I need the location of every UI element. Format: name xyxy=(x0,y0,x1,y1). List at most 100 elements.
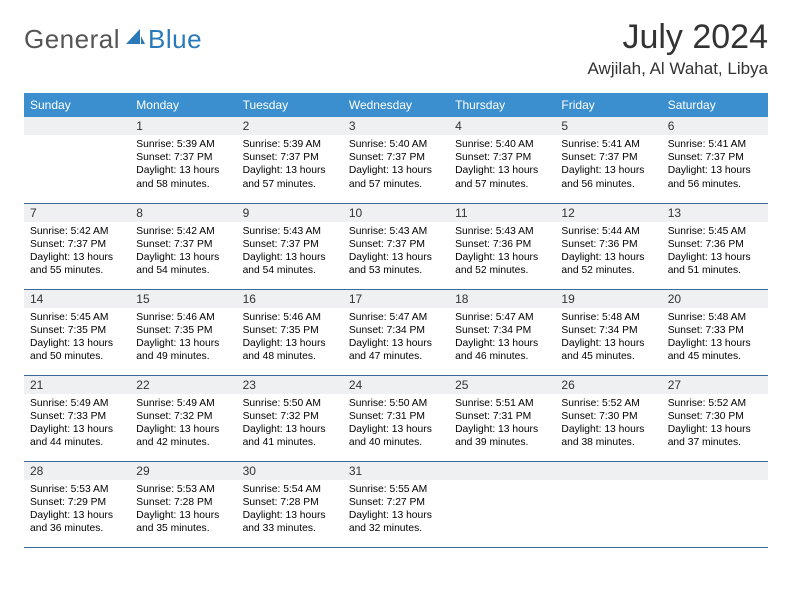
sunset-line: Sunset: 7:32 PM xyxy=(136,410,230,423)
daylight-line: Daylight: 13 hours and 57 minutes. xyxy=(243,164,337,190)
day-number: 18 xyxy=(449,290,555,308)
day-number xyxy=(24,117,130,135)
day-content: Sunrise: 5:40 AMSunset: 7:37 PMDaylight:… xyxy=(343,135,449,195)
calendar-week-row: 21Sunrise: 5:49 AMSunset: 7:33 PMDayligh… xyxy=(24,375,768,461)
sunrise-line: Sunrise: 5:42 AM xyxy=(30,225,124,238)
day-content: Sunrise: 5:39 AMSunset: 7:37 PMDaylight:… xyxy=(237,135,343,195)
logo-text-blue: Blue xyxy=(148,24,202,55)
day-number: 15 xyxy=(130,290,236,308)
calendar-day-cell: 15Sunrise: 5:46 AMSunset: 7:35 PMDayligh… xyxy=(130,289,236,375)
calendar-day-cell: 8Sunrise: 5:42 AMSunset: 7:37 PMDaylight… xyxy=(130,203,236,289)
daylight-line: Daylight: 13 hours and 47 minutes. xyxy=(349,337,443,363)
sunset-line: Sunset: 7:37 PM xyxy=(561,151,655,164)
day-number: 10 xyxy=(343,204,449,222)
calendar-body: 1Sunrise: 5:39 AMSunset: 7:37 PMDaylight… xyxy=(24,117,768,547)
day-number: 11 xyxy=(449,204,555,222)
sunset-line: Sunset: 7:35 PM xyxy=(243,324,337,337)
daylight-line: Daylight: 13 hours and 38 minutes. xyxy=(561,423,655,449)
calendar-empty-cell xyxy=(662,461,768,547)
day-content: Sunrise: 5:40 AMSunset: 7:37 PMDaylight:… xyxy=(449,135,555,195)
calendar-day-cell: 1Sunrise: 5:39 AMSunset: 7:37 PMDaylight… xyxy=(130,117,236,203)
day-content: Sunrise: 5:42 AMSunset: 7:37 PMDaylight:… xyxy=(24,222,130,282)
day-content: Sunrise: 5:44 AMSunset: 7:36 PMDaylight:… xyxy=(555,222,661,282)
daylight-line: Daylight: 13 hours and 52 minutes. xyxy=(561,251,655,277)
sunrise-line: Sunrise: 5:43 AM xyxy=(455,225,549,238)
logo: General Blue xyxy=(24,18,202,55)
day-number: 12 xyxy=(555,204,661,222)
sunset-line: Sunset: 7:34 PM xyxy=(561,324,655,337)
calendar-day-cell: 2Sunrise: 5:39 AMSunset: 7:37 PMDaylight… xyxy=(237,117,343,203)
sunrise-line: Sunrise: 5:55 AM xyxy=(349,483,443,496)
day-content: Sunrise: 5:42 AMSunset: 7:37 PMDaylight:… xyxy=(130,222,236,282)
daylight-line: Daylight: 13 hours and 56 minutes. xyxy=(668,164,762,190)
day-number: 17 xyxy=(343,290,449,308)
sunset-line: Sunset: 7:37 PM xyxy=(30,238,124,251)
day-content: Sunrise: 5:55 AMSunset: 7:27 PMDaylight:… xyxy=(343,480,449,540)
calendar-day-cell: 31Sunrise: 5:55 AMSunset: 7:27 PMDayligh… xyxy=(343,461,449,547)
sunset-line: Sunset: 7:32 PM xyxy=(243,410,337,423)
calendar-day-cell: 16Sunrise: 5:46 AMSunset: 7:35 PMDayligh… xyxy=(237,289,343,375)
sunrise-line: Sunrise: 5:49 AM xyxy=(136,397,230,410)
sunrise-line: Sunrise: 5:53 AM xyxy=(30,483,124,496)
day-number xyxy=(555,462,661,480)
sunset-line: Sunset: 7:33 PM xyxy=(668,324,762,337)
day-content: Sunrise: 5:52 AMSunset: 7:30 PMDaylight:… xyxy=(555,394,661,454)
day-content: Sunrise: 5:54 AMSunset: 7:28 PMDaylight:… xyxy=(237,480,343,540)
day-number: 6 xyxy=(662,117,768,135)
day-content: Sunrise: 5:50 AMSunset: 7:31 PMDaylight:… xyxy=(343,394,449,454)
sunset-line: Sunset: 7:33 PM xyxy=(30,410,124,423)
sunrise-line: Sunrise: 5:45 AM xyxy=(668,225,762,238)
daylight-line: Daylight: 13 hours and 46 minutes. xyxy=(455,337,549,363)
sunrise-line: Sunrise: 5:53 AM xyxy=(136,483,230,496)
weekday-header: Friday xyxy=(555,93,661,117)
day-content xyxy=(24,135,130,195)
sunrise-line: Sunrise: 5:42 AM xyxy=(136,225,230,238)
sunrise-line: Sunrise: 5:39 AM xyxy=(136,138,230,151)
day-content xyxy=(662,480,768,540)
daylight-line: Daylight: 13 hours and 53 minutes. xyxy=(349,251,443,277)
weekday-header: Monday xyxy=(130,93,236,117)
sunset-line: Sunset: 7:34 PM xyxy=(455,324,549,337)
calendar-day-cell: 5Sunrise: 5:41 AMSunset: 7:37 PMDaylight… xyxy=(555,117,661,203)
calendar-week-row: 14Sunrise: 5:45 AMSunset: 7:35 PMDayligh… xyxy=(24,289,768,375)
day-content: Sunrise: 5:51 AMSunset: 7:31 PMDaylight:… xyxy=(449,394,555,454)
calendar-day-cell: 12Sunrise: 5:44 AMSunset: 7:36 PMDayligh… xyxy=(555,203,661,289)
day-content xyxy=(555,480,661,540)
logo-text-general: General xyxy=(24,24,120,55)
calendar-empty-cell xyxy=(555,461,661,547)
calendar-day-cell: 17Sunrise: 5:47 AMSunset: 7:34 PMDayligh… xyxy=(343,289,449,375)
sunset-line: Sunset: 7:36 PM xyxy=(561,238,655,251)
day-number: 24 xyxy=(343,376,449,394)
day-content: Sunrise: 5:53 AMSunset: 7:28 PMDaylight:… xyxy=(130,480,236,540)
sunset-line: Sunset: 7:37 PM xyxy=(668,151,762,164)
sunset-line: Sunset: 7:30 PM xyxy=(668,410,762,423)
daylight-line: Daylight: 13 hours and 51 minutes. xyxy=(668,251,762,277)
title-block: July 2024 Awjilah, Al Wahat, Libya xyxy=(588,18,768,79)
day-number: 5 xyxy=(555,117,661,135)
sunrise-line: Sunrise: 5:50 AM xyxy=(349,397,443,410)
sunrise-line: Sunrise: 5:52 AM xyxy=(668,397,762,410)
sunrise-line: Sunrise: 5:45 AM xyxy=(30,311,124,324)
sunrise-line: Sunrise: 5:46 AM xyxy=(243,311,337,324)
day-content: Sunrise: 5:47 AMSunset: 7:34 PMDaylight:… xyxy=(449,308,555,368)
calendar-day-cell: 10Sunrise: 5:43 AMSunset: 7:37 PMDayligh… xyxy=(343,203,449,289)
daylight-line: Daylight: 13 hours and 33 minutes. xyxy=(243,509,337,535)
daylight-line: Daylight: 13 hours and 39 minutes. xyxy=(455,423,549,449)
daylight-line: Daylight: 13 hours and 57 minutes. xyxy=(349,164,443,190)
daylight-line: Daylight: 13 hours and 36 minutes. xyxy=(30,509,124,535)
calendar-day-cell: 11Sunrise: 5:43 AMSunset: 7:36 PMDayligh… xyxy=(449,203,555,289)
daylight-line: Daylight: 13 hours and 54 minutes. xyxy=(243,251,337,277)
day-content: Sunrise: 5:45 AMSunset: 7:35 PMDaylight:… xyxy=(24,308,130,368)
daylight-line: Daylight: 13 hours and 54 minutes. xyxy=(136,251,230,277)
day-content: Sunrise: 5:46 AMSunset: 7:35 PMDaylight:… xyxy=(130,308,236,368)
daylight-line: Daylight: 13 hours and 42 minutes. xyxy=(136,423,230,449)
day-content: Sunrise: 5:48 AMSunset: 7:34 PMDaylight:… xyxy=(555,308,661,368)
day-number: 28 xyxy=(24,462,130,480)
calendar-week-row: 7Sunrise: 5:42 AMSunset: 7:37 PMDaylight… xyxy=(24,203,768,289)
sunrise-line: Sunrise: 5:48 AM xyxy=(668,311,762,324)
day-number: 14 xyxy=(24,290,130,308)
day-number: 4 xyxy=(449,117,555,135)
sunset-line: Sunset: 7:31 PM xyxy=(349,410,443,423)
sunset-line: Sunset: 7:37 PM xyxy=(243,238,337,251)
sunrise-line: Sunrise: 5:43 AM xyxy=(243,225,337,238)
